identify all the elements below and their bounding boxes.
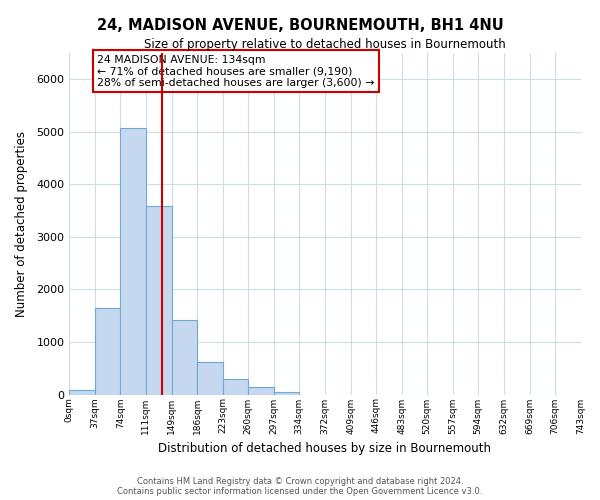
Bar — [70, 390, 95, 394]
Y-axis label: Number of detached properties: Number of detached properties — [15, 131, 28, 317]
Title: Size of property relative to detached houses in Bournemouth: Size of property relative to detached ho… — [144, 38, 506, 51]
Bar — [146, 206, 172, 394]
Bar — [197, 362, 223, 394]
X-axis label: Distribution of detached houses by size in Bournemouth: Distribution of detached houses by size … — [158, 442, 491, 455]
Bar — [223, 380, 248, 394]
Bar — [274, 392, 299, 394]
Text: Contains HM Land Registry data © Crown copyright and database right 2024.
Contai: Contains HM Land Registry data © Crown c… — [118, 476, 482, 496]
Text: 24, MADISON AVENUE, BOURNEMOUTH, BH1 4NU: 24, MADISON AVENUE, BOURNEMOUTH, BH1 4NU — [97, 18, 503, 32]
Bar — [120, 128, 146, 394]
Bar — [95, 308, 120, 394]
Text: 24 MADISON AVENUE: 134sqm
← 71% of detached houses are smaller (9,190)
28% of se: 24 MADISON AVENUE: 134sqm ← 71% of detac… — [97, 55, 375, 88]
Bar — [172, 320, 197, 394]
Bar — [248, 387, 274, 394]
